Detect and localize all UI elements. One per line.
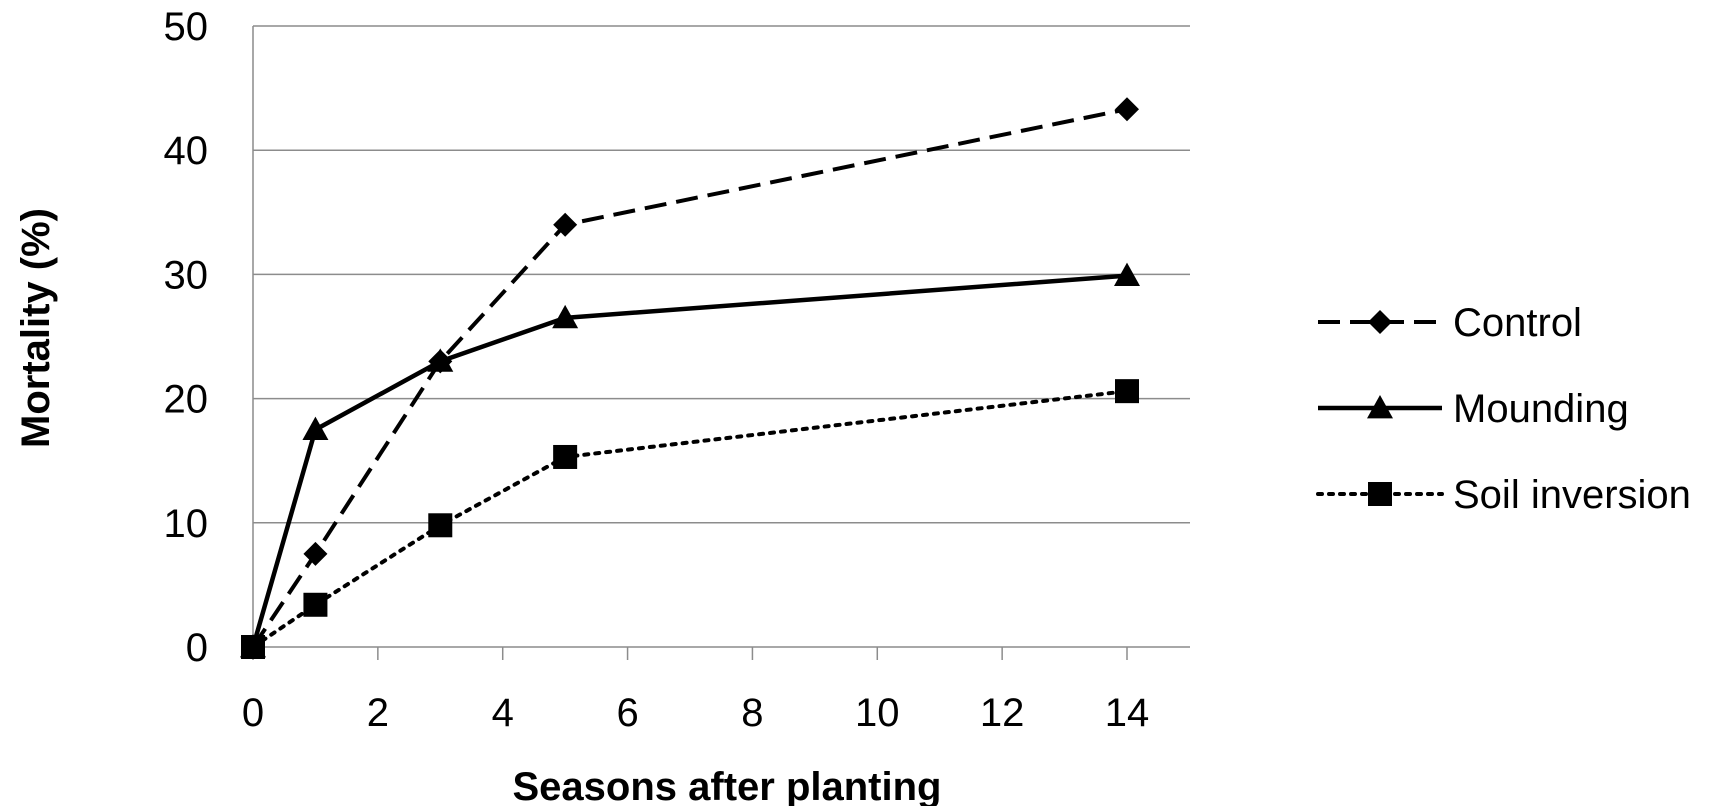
axes — [252, 26, 1190, 660]
legend-marker-square — [1368, 482, 1392, 506]
x-tick-label: 12 — [980, 691, 1025, 735]
data-point-square — [1115, 379, 1139, 404]
data-point-triangle — [1114, 262, 1140, 287]
x-tick-label: 0 — [242, 691, 264, 735]
x-tick-label: 14 — [1105, 691, 1150, 735]
legend-item: Mounding — [1318, 387, 1629, 431]
data-point-square — [553, 444, 578, 469]
legend: Control Mounding Soil inversion — [1316, 301, 1691, 517]
series-control — [241, 97, 1139, 659]
data-point-square — [241, 635, 265, 659]
legend-label: Mounding — [1453, 387, 1629, 431]
data-point-diamond — [1115, 97, 1139, 122]
x-axis-title: Seasons after planting — [513, 765, 942, 806]
x-tick-label: 2 — [367, 691, 389, 735]
y-tick-label: 0 — [186, 626, 208, 670]
data-point-triangle — [552, 304, 579, 329]
y-tick-labels: 0 10 20 30 40 50 — [164, 5, 209, 670]
series-group — [240, 97, 1140, 659]
legend-marker-diamond — [1368, 310, 1392, 334]
series-soil-inversion — [241, 379, 1139, 659]
series-line — [250, 273, 1128, 648]
x-tick-label: 8 — [741, 691, 763, 735]
y-tick-label: 40 — [164, 129, 209, 173]
x-tick-label: 4 — [492, 691, 514, 735]
y-tick-label: 50 — [164, 5, 209, 49]
data-point-triangle — [302, 416, 329, 441]
legend-label: Soil inversion — [1453, 473, 1691, 517]
x-tick-labels: 0 2 4 6 8 10 12 14 — [242, 691, 1149, 735]
gridlines — [253, 25, 1190, 524]
legend-item: Soil inversion — [1316, 473, 1691, 517]
y-tick-label: 10 — [164, 502, 209, 546]
y-axis-title: Mortality (%) — [14, 208, 58, 448]
x-tick-label: 10 — [855, 691, 900, 735]
legend-label: Control — [1453, 301, 1582, 345]
series-mounding — [240, 262, 1140, 658]
data-point-diamond — [303, 541, 328, 566]
data-point-diamond — [553, 212, 578, 237]
data-point-triangle — [427, 348, 454, 372]
legend-item: Control — [1318, 301, 1582, 345]
y-tick-label: 30 — [164, 253, 209, 297]
series-line — [251, 389, 1129, 649]
series-line — [251, 107, 1128, 649]
y-tick-label: 20 — [164, 378, 209, 422]
data-point-square — [428, 513, 453, 538]
legend-marker-triangle — [1367, 395, 1393, 419]
data-point-square — [303, 592, 328, 617]
x-tick-label: 6 — [616, 691, 638, 735]
